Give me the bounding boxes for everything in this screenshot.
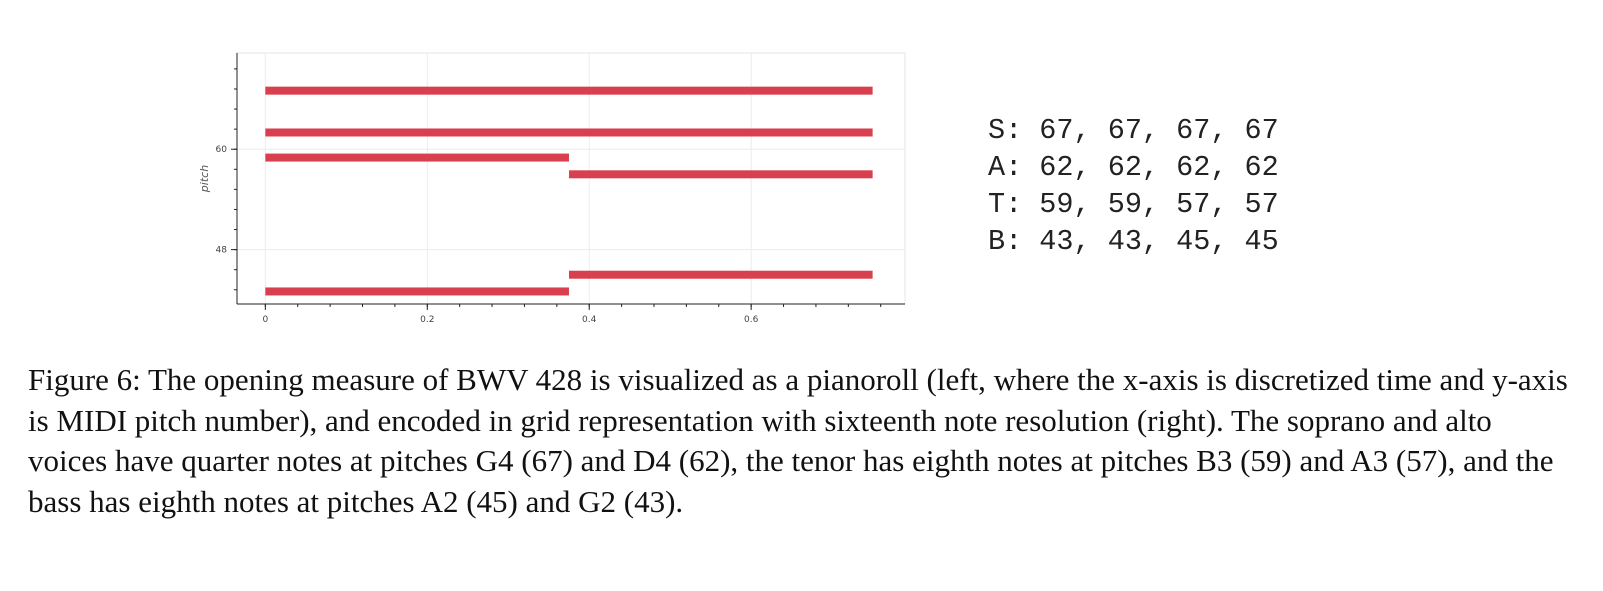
y-axis-label: pitch [198, 165, 211, 193]
y-tick-label: 60 [216, 145, 228, 155]
plot-area [236, 52, 906, 305]
grid-representation: S: 67, 67, 67, 67 A: 62, 62, 62, 62 T: 59,… [988, 112, 1279, 260]
x-tick-label: 0.2 [420, 315, 434, 325]
pianoroll-chart: 0 0.2 0.4 0.6 48 60 pitch [198, 52, 906, 325]
grid-row-s: S: 67, 67, 67, 67 [988, 114, 1279, 147]
note-bar [568, 270, 873, 279]
figure-caption: Figure 6: The opening measure of BWV 428… [28, 362, 1568, 519]
x-tick-label: 0.6 [744, 315, 759, 325]
note-bar [265, 287, 569, 296]
note-bar [265, 128, 873, 137]
x-tick-label: 0 [262, 315, 268, 325]
note-bar [568, 170, 873, 179]
y-tick-label: 48 [216, 246, 228, 256]
grid-row-b: B: 43, 43, 45, 45 [988, 225, 1279, 258]
grid-row-t: T: 59, 59, 57, 57 [988, 188, 1279, 221]
x-tick-label: 0.4 [582, 315, 597, 325]
note-bar [265, 86, 873, 95]
grid-row-a: A: 62, 62, 62, 62 [988, 151, 1279, 184]
note-bar [265, 153, 569, 162]
